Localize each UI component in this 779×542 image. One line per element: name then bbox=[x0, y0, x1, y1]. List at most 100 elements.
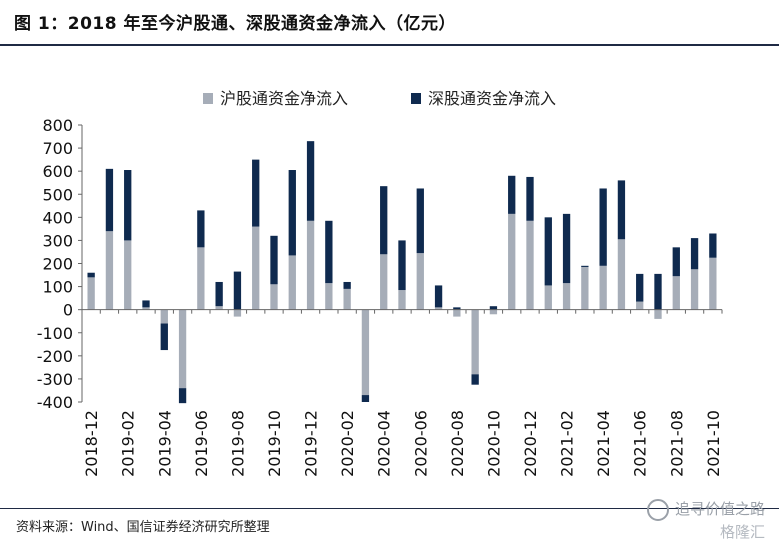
bar-sh-connect bbox=[306, 220, 315, 310]
bar-sz-connect bbox=[87, 272, 95, 278]
y-tick-label: 600 bbox=[42, 162, 73, 181]
bar-sh-connect bbox=[599, 265, 607, 310]
legend: 沪股通资金净流入 深股通资金净流入 bbox=[203, 89, 556, 108]
source-rule bbox=[0, 508, 779, 509]
y-tick-label: 100 bbox=[42, 278, 73, 297]
bar-sz-connect bbox=[252, 159, 260, 227]
bar-sz-connect bbox=[142, 300, 150, 308]
bar-sz-connect bbox=[544, 217, 552, 286]
y-tick-label: 300 bbox=[42, 231, 73, 250]
bar-sz-connect bbox=[215, 281, 223, 307]
x-tick-label: 2019-02 bbox=[119, 410, 138, 477]
x-tick-label: 2018-12 bbox=[82, 410, 101, 477]
y-tick-label: -100 bbox=[37, 324, 73, 343]
x-tick-label: 2021-04 bbox=[594, 410, 613, 477]
y-tick-label: 200 bbox=[42, 255, 73, 274]
x-tick-label: 2020-10 bbox=[484, 410, 503, 477]
wechat-icon bbox=[646, 498, 669, 521]
bar-sz-connect bbox=[105, 168, 114, 232]
bar-sz-connect bbox=[617, 180, 626, 240]
bar-sz-connect bbox=[270, 235, 278, 285]
figure-title: 图 1：2018 年至今沪股通、深股通资金净流入（亿元） bbox=[14, 14, 456, 34]
bar-sz-connect bbox=[124, 170, 132, 241]
bar-sh-connect bbox=[233, 309, 242, 317]
y-tick-label: 800 bbox=[42, 116, 73, 135]
watermark-logo: 格隆汇 bbox=[719, 522, 765, 541]
bar-sz-connect bbox=[325, 220, 333, 284]
bar-sh-connect bbox=[270, 284, 278, 310]
bar-sh-connect bbox=[581, 266, 589, 310]
bar-sh-connect bbox=[489, 309, 498, 315]
bar-sz-connect bbox=[306, 141, 315, 221]
bar-sh-connect bbox=[87, 277, 95, 310]
y-tick-label: -300 bbox=[37, 370, 73, 389]
bar-sz-connect bbox=[636, 273, 644, 302]
bar-sh-connect bbox=[453, 309, 461, 317]
bar-sh-connect bbox=[562, 283, 571, 310]
x-tick-label: 2019-04 bbox=[155, 410, 174, 477]
source-note: 资料来源：Wind、国信证券经济研究所整理 bbox=[16, 520, 270, 535]
bar-sh-connect bbox=[252, 226, 260, 310]
bar-sh-connect bbox=[105, 231, 114, 310]
bar-sz-connect bbox=[343, 281, 351, 289]
bar-sh-connect bbox=[398, 290, 406, 310]
bar-sh-connect bbox=[142, 307, 150, 310]
bar-sz-connect bbox=[233, 271, 242, 310]
bar-sh-connect bbox=[197, 247, 205, 310]
bar-sz-connect bbox=[672, 247, 680, 277]
x-tick-label: 2021-06 bbox=[631, 410, 650, 477]
bar-sz-connect bbox=[380, 186, 388, 255]
x-tick-label: 2020-12 bbox=[521, 410, 540, 477]
y-tick-label: 700 bbox=[42, 139, 73, 158]
title-rule bbox=[0, 44, 779, 46]
chart-area: 沪股通资金净流入 深股通资金净流入 800 700 600 500 400 300 200 100… bbox=[0, 60, 779, 500]
bar-sh-connect bbox=[124, 240, 132, 310]
y-tick-label: 400 bbox=[42, 208, 73, 227]
y-tick-label: -400 bbox=[37, 393, 73, 412]
x-tick-label: 2020-02 bbox=[338, 410, 357, 477]
legend-label: 深股通资金净流入 bbox=[428, 89, 556, 108]
x-tick-label: 2021-10 bbox=[704, 410, 723, 477]
stacked-bar-chart: 沪股通资金净流入 深股通资金净流入 800 700 600 500 400 300 200 100… bbox=[37, 89, 723, 477]
x-tick-label: 2021-02 bbox=[558, 410, 577, 477]
bar-sh-connect bbox=[526, 220, 534, 310]
bar-sz-connect bbox=[398, 240, 406, 291]
title-bar: 图 1：2018 年至今沪股通、深股通资金净流入（亿元） bbox=[0, 0, 779, 38]
x-tick-label: 2019-12 bbox=[302, 410, 321, 477]
x-tick-label: 2019-08 bbox=[228, 410, 247, 477]
bar-sz-connect bbox=[581, 265, 589, 267]
bar-sh-connect bbox=[471, 309, 479, 375]
bar-sh-connect bbox=[434, 307, 443, 310]
x-tick-label: 2019-06 bbox=[192, 410, 211, 477]
legend-swatch bbox=[203, 93, 213, 104]
legend-label: 沪股通资金净流入 bbox=[220, 89, 348, 108]
bars bbox=[87, 141, 717, 404]
bar-sz-connect bbox=[654, 273, 662, 310]
bar-sz-connect bbox=[690, 238, 699, 270]
bar-sz-connect bbox=[197, 210, 205, 248]
bar-sz-connect bbox=[489, 306, 498, 310]
bar-sz-connect bbox=[416, 188, 424, 254]
y-tick-label: 0 bbox=[63, 301, 73, 320]
bar-sz-connect bbox=[361, 395, 370, 402]
bar-sh-connect bbox=[617, 239, 626, 310]
bar-sz-connect bbox=[160, 323, 168, 351]
bar-sh-connect bbox=[654, 309, 662, 319]
bar-sh-connect bbox=[361, 309, 370, 396]
bar-sh-connect bbox=[160, 309, 168, 324]
y-tick-label: 500 bbox=[42, 185, 73, 204]
bar-sz-connect bbox=[562, 213, 571, 284]
x-tick-label: 2020-04 bbox=[375, 410, 394, 477]
bar-sh-connect bbox=[288, 255, 296, 310]
x-tick-label: 2020-08 bbox=[448, 410, 467, 477]
bar-sz-connect bbox=[709, 233, 717, 258]
legend-swatch bbox=[411, 93, 421, 104]
bar-sz-connect bbox=[471, 374, 479, 385]
bar-sz-connect bbox=[526, 176, 534, 221]
y-tick-label: -200 bbox=[37, 347, 73, 366]
bar-sh-connect bbox=[508, 213, 516, 310]
bar-sh-connect bbox=[178, 309, 187, 389]
bar-sh-connect bbox=[636, 301, 644, 310]
bar-sh-connect bbox=[672, 276, 680, 310]
bar-sh-connect bbox=[690, 269, 699, 310]
